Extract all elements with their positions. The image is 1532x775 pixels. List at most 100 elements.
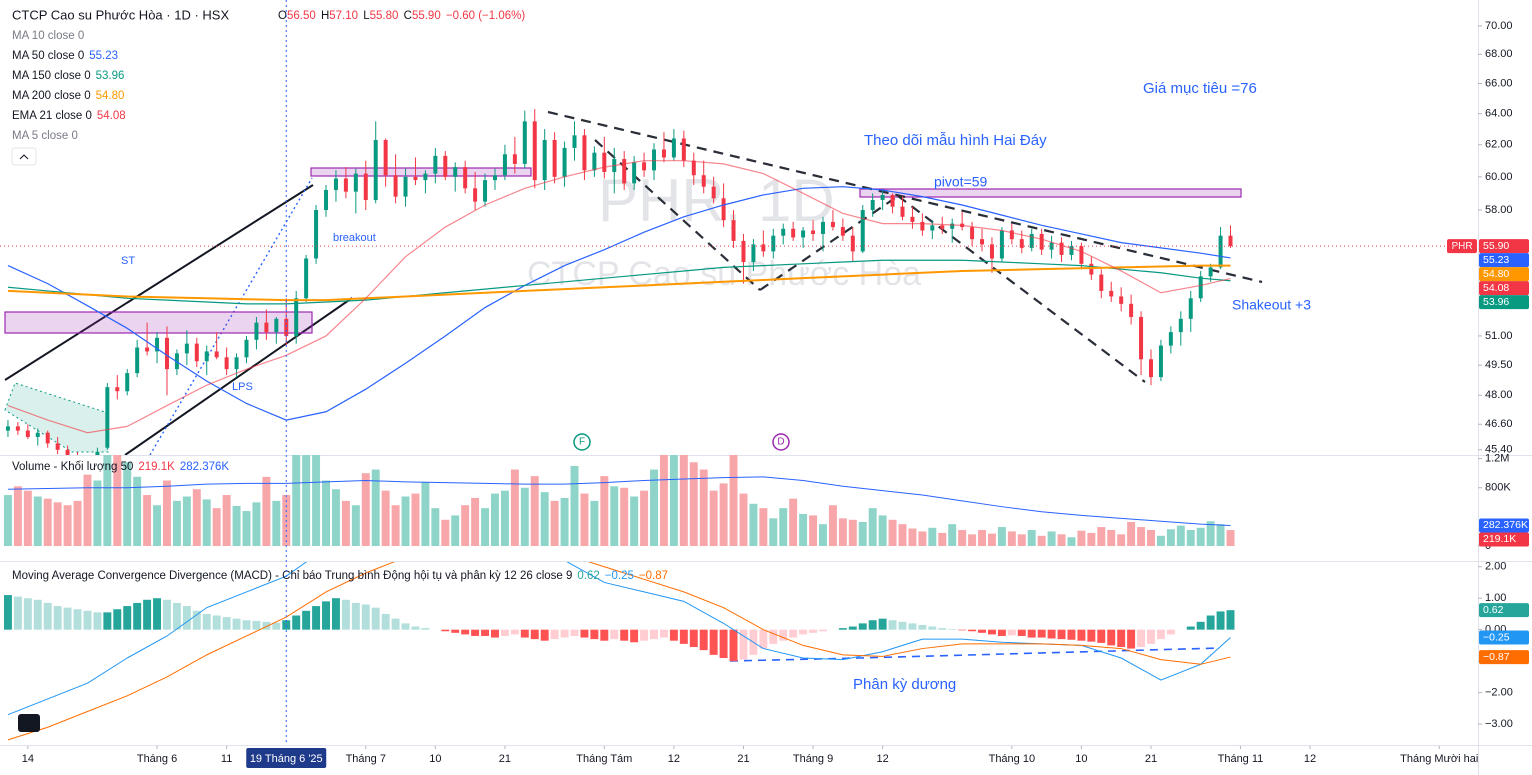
macd-histogram-bar	[659, 629, 668, 638]
candle-body	[413, 176, 418, 181]
macd-histogram-bar	[819, 629, 827, 632]
macd-histogram-bar	[73, 609, 82, 630]
volume-bar	[3, 495, 12, 546]
macd-histogram-bar	[1127, 629, 1136, 649]
volume-bar	[1156, 535, 1165, 546]
x-tick-label: Tháng 11	[1218, 753, 1264, 765]
candle-body	[125, 373, 130, 392]
legend-name: MA 150 close 0	[12, 70, 91, 82]
macd-histogram-bar	[153, 598, 162, 630]
volume-bar	[1097, 527, 1106, 546]
macd-histogram-bar	[739, 629, 748, 660]
candle-body	[552, 140, 557, 177]
volume-bar	[968, 534, 977, 546]
volume-bar	[560, 497, 569, 546]
volume-bar	[491, 493, 499, 546]
x-tick-label: Tháng 6	[137, 753, 177, 765]
price-tag-bg	[1479, 267, 1529, 282]
volume-bar	[1196, 527, 1205, 546]
macd-histogram-bar	[202, 613, 211, 630]
logo[interactable]	[18, 714, 40, 732]
volume-bar	[948, 524, 957, 546]
candle-body	[15, 426, 20, 431]
macd-histogram-bar	[848, 626, 857, 630]
candle-body	[731, 220, 736, 241]
macd-histogram-bar	[242, 620, 251, 630]
macd-histogram-bar	[1166, 629, 1175, 635]
macd-histogram-bar	[699, 629, 708, 651]
macd-histogram-bar	[1067, 629, 1076, 640]
annotation: pivot=59	[934, 174, 988, 190]
symbol-tag: PHR	[1451, 241, 1472, 252]
ma-line	[7, 264, 1231, 302]
macd-histogram-bar	[371, 607, 380, 630]
volume-bar	[500, 490, 509, 546]
volume-bar	[322, 480, 330, 546]
macd-histogram-bar	[908, 623, 917, 630]
event-marker[interactable]	[573, 433, 591, 451]
volume-bar	[749, 503, 758, 546]
volume-bar	[93, 480, 102, 546]
volume-bar	[938, 532, 947, 546]
volume-bar	[53, 502, 62, 546]
candle-body	[274, 318, 279, 333]
candle-body	[1039, 233, 1044, 250]
candle-body	[592, 152, 597, 171]
volume-bar	[779, 508, 788, 546]
candle-body	[1089, 263, 1094, 275]
macd-title: Moving Average Convergence Divergence (M…	[12, 570, 572, 582]
volume-bar	[73, 500, 82, 546]
volume-bar	[630, 496, 639, 546]
volume-bar	[1107, 529, 1116, 546]
macd-value: −0.25	[605, 570, 634, 582]
candle-body	[164, 337, 169, 370]
candle-body	[244, 339, 249, 358]
macd-histogram-bar	[809, 629, 818, 633]
price-tag-bg	[1479, 630, 1529, 645]
ma-line	[7, 259, 1231, 305]
macd-histogram-bar	[987, 629, 996, 635]
x-tick-label: Tháng 9	[793, 753, 833, 765]
candle-body	[403, 176, 408, 197]
candle-body	[900, 206, 905, 217]
volume-bar	[63, 505, 72, 546]
volume-bar	[898, 524, 907, 546]
volume-bar	[361, 473, 370, 546]
volume-bar	[312, 455, 321, 546]
y-tick-label: 46.60	[1485, 418, 1513, 430]
chart-title[interactable]: CTCP Cao su Phước Hòa · 1D · HSX	[12, 7, 229, 22]
candle-body	[95, 451, 100, 455]
volume-bar	[650, 469, 658, 546]
legend-entry: MA 50 close 0 55.23	[12, 50, 118, 62]
y-tick-label: 66.00	[1485, 77, 1513, 89]
candle-body	[781, 228, 786, 236]
macd-histogram-bar	[928, 626, 937, 630]
macd-histogram-bar	[838, 628, 847, 630]
volume-bar	[103, 455, 112, 546]
crosshair-label: 19 Tháng 6 '25	[250, 753, 323, 765]
drawing-trendline	[897, 195, 1146, 383]
macd-histogram-bar	[491, 629, 499, 638]
volume-bar	[481, 508, 490, 546]
volume-bar	[918, 531, 927, 546]
volume-bar	[848, 519, 857, 546]
candle-body	[35, 432, 40, 437]
macd-histogram-bar	[799, 629, 808, 635]
volume-bar	[153, 505, 162, 546]
macd-histogram-bar	[252, 620, 261, 630]
drawing-dotted-line	[149, 177, 313, 455]
volume-bar	[23, 490, 32, 546]
macd-histogram-bar	[23, 598, 32, 630]
volume-bar	[143, 495, 152, 546]
candle-body	[582, 135, 587, 171]
candle-body	[1109, 290, 1114, 297]
macd-histogram-bar	[411, 626, 420, 630]
event-marker[interactable]	[772, 433, 790, 451]
candle-body	[1129, 303, 1134, 317]
volume-bar	[13, 486, 22, 546]
candle-body	[1019, 239, 1024, 248]
macd-histogram-bar	[172, 602, 181, 630]
collapse-button[interactable]	[11, 147, 37, 166]
macd-histogram-bar	[858, 623, 867, 630]
